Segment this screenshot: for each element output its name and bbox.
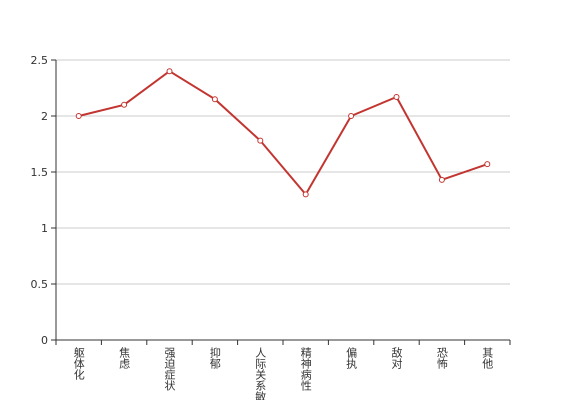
y-tick-label: 1.5 — [31, 166, 49, 179]
x-tick-label: 其他 — [481, 347, 494, 369]
y-tick-label: 0 — [41, 334, 48, 347]
x-tick-label: 敌对 — [390, 346, 403, 369]
y-tick-label: 2 — [41, 110, 48, 123]
marker — [211, 96, 218, 103]
marker — [75, 113, 82, 119]
x-tick-label: 人际关系敏感 — [254, 347, 267, 400]
marker — [302, 191, 309, 198]
x-tick-label: 躯体化 — [72, 347, 85, 381]
y-tick-label: 0.5 — [31, 278, 49, 291]
line — [78, 69, 488, 197]
x-tick-label: 精神病性 — [299, 347, 312, 392]
marker — [393, 93, 400, 100]
marker — [166, 68, 173, 75]
marker — [484, 161, 491, 168]
marker — [348, 113, 355, 119]
marker — [257, 137, 264, 144]
y-tick-label: 1 — [41, 222, 48, 235]
marker — [438, 176, 445, 183]
x-tick-label: 焦虑 — [118, 347, 131, 369]
x-tick-label: 偏执 — [345, 346, 358, 370]
y-tick-label: 2.5 — [31, 54, 49, 67]
x-tick-label: 恐怖 — [435, 347, 448, 369]
x-tick-label: 抑郁 — [208, 346, 221, 369]
x-tick-label: 强迫症状 — [163, 347, 176, 391]
marker — [121, 101, 128, 108]
